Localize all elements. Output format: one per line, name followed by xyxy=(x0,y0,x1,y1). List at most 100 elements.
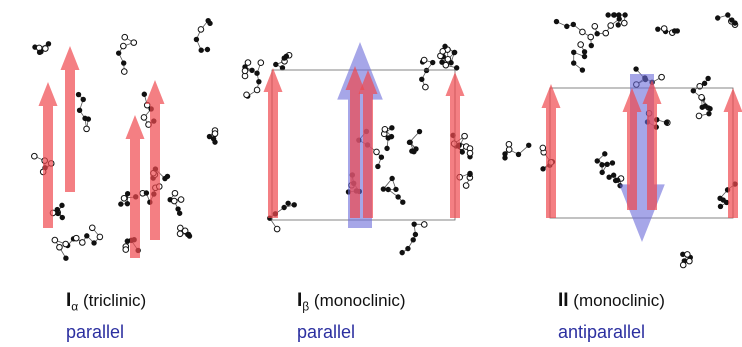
carbon-atom xyxy=(606,13,610,17)
panel-label: Iα (triclinic) xyxy=(66,290,146,313)
carbon-atom xyxy=(516,152,520,156)
oxygen-atom xyxy=(123,247,129,253)
carbon-atom xyxy=(186,232,190,236)
carbon-atom xyxy=(83,116,87,120)
carbon-atom xyxy=(255,71,259,75)
system: (monoclinic) xyxy=(573,291,665,310)
carbon-atom xyxy=(691,89,695,93)
carbon-atom xyxy=(589,43,593,47)
oxygen-atom xyxy=(178,197,184,203)
carbon-atom xyxy=(706,76,710,80)
carbon-atom xyxy=(527,143,531,147)
carbon-atom xyxy=(718,204,722,208)
carbon-atom xyxy=(125,201,129,205)
oxygen-atom xyxy=(382,126,388,132)
carbon-atom xyxy=(396,195,400,199)
carbon-atom xyxy=(385,146,389,150)
carbon-atom xyxy=(376,164,380,168)
symbol: II xyxy=(558,290,569,311)
carbon-atom xyxy=(119,202,123,206)
oxygen-atom xyxy=(80,240,86,246)
oxygen-atom xyxy=(121,195,127,201)
carbon-atom xyxy=(605,162,609,166)
oxygen-atom xyxy=(57,244,63,250)
carbon-atom xyxy=(85,234,89,238)
packing: parallel xyxy=(297,322,355,343)
oxygen-atom xyxy=(506,147,512,153)
oxygen-atom xyxy=(659,74,665,80)
carbon-atom xyxy=(572,50,576,54)
carbon-atom xyxy=(595,31,599,35)
carbon-atom xyxy=(702,81,706,85)
carbon-atom xyxy=(205,47,209,51)
oxygen-atom xyxy=(588,34,594,40)
carbon-atom xyxy=(413,232,417,236)
carbon-atom xyxy=(417,129,421,133)
oxygen-atom xyxy=(242,68,248,74)
carbon-atom xyxy=(389,134,393,138)
carbon-atom xyxy=(46,42,50,46)
carbon-atom xyxy=(206,18,210,22)
subscript: α xyxy=(71,299,78,313)
carbon-atom xyxy=(716,16,720,20)
carbon-atom xyxy=(611,173,615,177)
carbon-atom xyxy=(142,92,146,96)
carbon-atom xyxy=(177,211,181,215)
oxygen-atom xyxy=(685,252,691,258)
oxygen-atom xyxy=(43,46,49,52)
carbon-atom xyxy=(280,66,284,70)
carbon-atom xyxy=(125,191,129,195)
carbon-atom xyxy=(424,68,428,72)
carbon-atom xyxy=(165,174,169,178)
carbon-atom xyxy=(390,176,394,180)
carbon-atom xyxy=(703,104,707,108)
oxygen-atom xyxy=(84,126,90,132)
carbon-atom xyxy=(707,111,711,115)
oxygen-atom xyxy=(423,84,429,90)
carbon-atom xyxy=(250,68,254,72)
carbon-atom xyxy=(541,167,545,171)
oxygen-atom xyxy=(274,226,280,232)
arrow xyxy=(39,82,58,228)
oxygen-atom xyxy=(506,141,512,147)
oxygen-atom xyxy=(580,29,586,35)
carbon-atom xyxy=(565,24,569,28)
chain-arrows xyxy=(39,42,742,258)
oxygen-atom xyxy=(121,43,127,49)
carbon-atom xyxy=(257,79,261,83)
carbon-atom xyxy=(76,92,80,96)
subscript: β xyxy=(302,299,309,313)
carbon-atom xyxy=(60,203,64,207)
oxygen-atom xyxy=(661,26,667,32)
oxygen-atom xyxy=(680,262,686,268)
carbon-atom xyxy=(176,207,180,211)
carbon-atom xyxy=(733,21,737,25)
carbon-atom xyxy=(616,178,620,182)
carbon-atom xyxy=(468,171,472,175)
carbon-atom xyxy=(411,238,415,242)
oxygen-atom xyxy=(121,69,127,75)
oxygen-atom xyxy=(440,49,446,55)
carbon-atom xyxy=(64,256,68,260)
oxygen-atom xyxy=(608,23,614,29)
carbon-atom xyxy=(199,48,203,52)
carbon-atom xyxy=(390,126,394,130)
carbon-atom xyxy=(379,155,383,159)
oxygen-atom xyxy=(421,57,427,63)
oxygen-atom xyxy=(52,237,58,243)
carbon-atom xyxy=(292,203,296,207)
carbon-atom xyxy=(616,23,620,27)
oxygen-atom xyxy=(467,150,473,156)
oxygen-atom xyxy=(32,153,38,159)
page: Iα (triclinic) parallel Iβ (monoclinic) … xyxy=(0,0,742,347)
carbon-atom xyxy=(582,54,586,58)
carbon-atom xyxy=(394,187,398,191)
carbon-atom xyxy=(600,170,604,174)
carbon-atom xyxy=(194,37,198,41)
carbon-atom xyxy=(412,222,416,226)
panel-label: Iβ (monoclinic) xyxy=(297,290,406,313)
carbon-atom xyxy=(672,29,676,33)
carbon-atom xyxy=(92,241,96,245)
carbon-atom xyxy=(116,51,120,55)
crystal-structures xyxy=(0,0,742,290)
